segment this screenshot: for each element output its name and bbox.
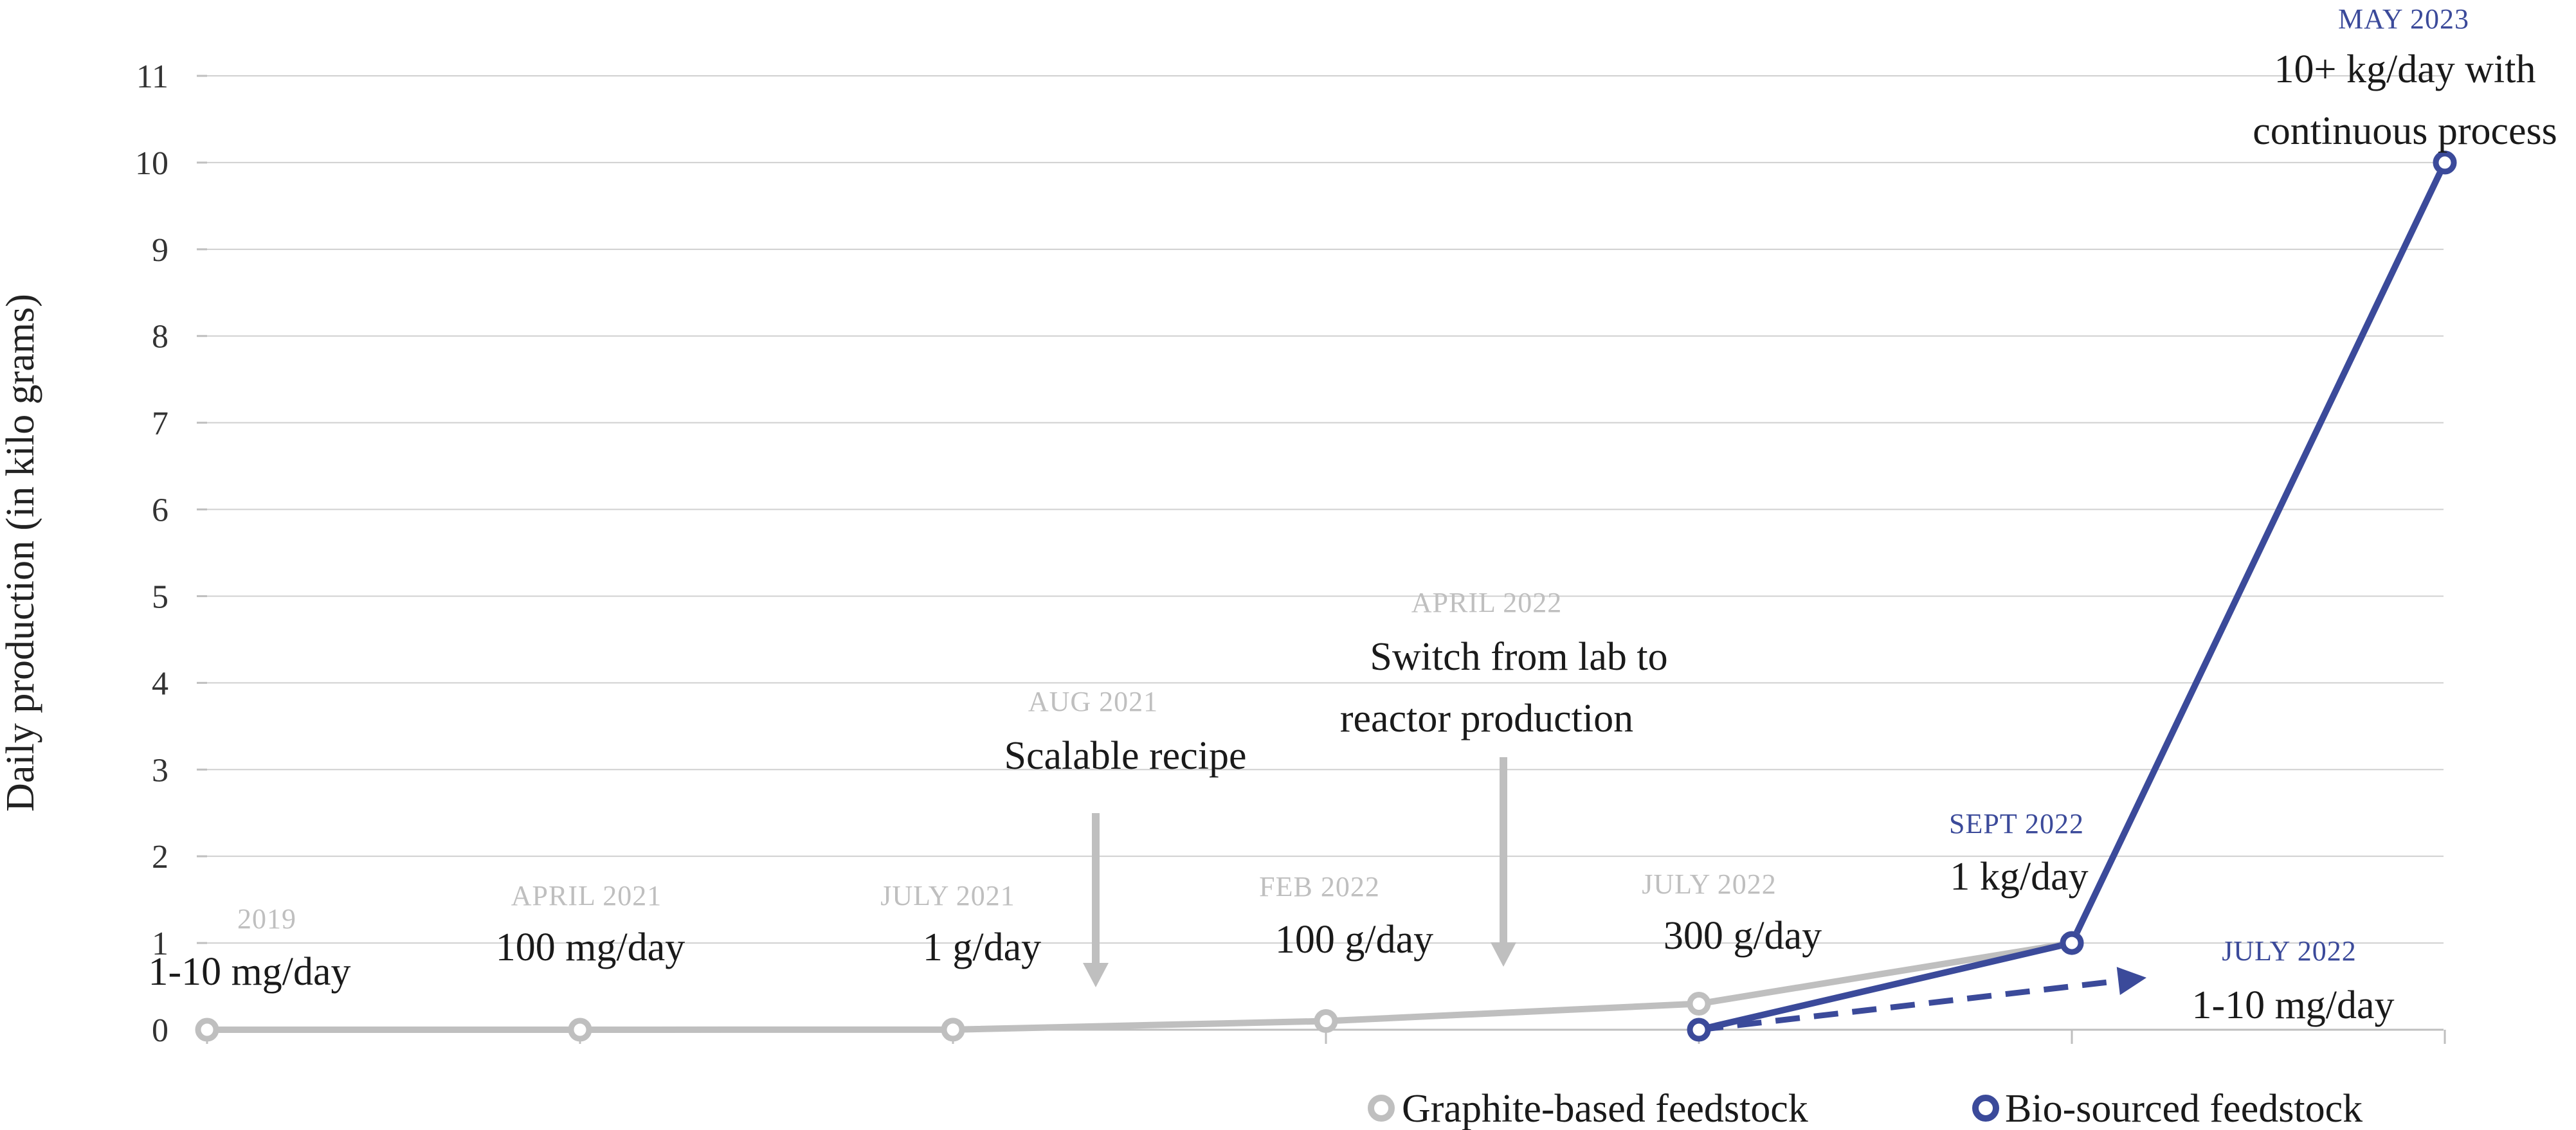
svg-text:JULY 2022: JULY 2022: [2222, 935, 2357, 967]
projection-line: [1698, 978, 2119, 1033]
annotation-sept-2022: SEPT 2022 1 kg/day: [1949, 808, 2089, 899]
grid-lines: [207, 75, 2444, 944]
svg-text:1-10 mg/day: 1-10 mg/day: [2191, 983, 2394, 1027]
annotation-april-2022: APRIL 2022 Switch from lab to reactor pr…: [1340, 587, 1668, 740]
svg-text:JULY 2021: JULY 2021: [880, 880, 1015, 911]
projection-arrowhead: [2116, 967, 2146, 995]
y-tick-label-0: 0: [152, 1012, 168, 1049]
svg-text:300 g/day: 300 g/day: [1664, 914, 1822, 958]
series-markers: [195, 150, 2457, 1042]
recipe-arrow: [1083, 813, 1109, 987]
y-tick-label-4: 4: [152, 665, 168, 702]
svg-text:Graphite-based feedstock: Graphite-based feedstock: [1402, 1087, 1808, 1130]
svg-text:APRIL 2021: APRIL 2021: [511, 880, 662, 911]
legend-marker-bio: [1972, 1095, 1999, 1122]
annotation-april-2021: APRIL 2021 100 mg/day: [496, 880, 685, 969]
svg-text:continuous process: continuous process: [2253, 109, 2557, 153]
series-1-point-2: [2433, 150, 2457, 175]
svg-text:AUG 2021: AUG 2021: [1028, 686, 1158, 717]
y-axis-label: Daily production (in kilo grams): [0, 294, 42, 812]
legend-item-bio: Bio-sourced feedstock: [1972, 1087, 2363, 1130]
y-axis-ticks: 0 1 2 3 4 5 6 7 8 9 10 11: [135, 58, 207, 1049]
series-line-0: [206, 940, 2073, 1033]
svg-text:100 mg/day: 100 mg/day: [496, 926, 685, 969]
svg-text:100 g/day: 100 g/day: [1275, 918, 1433, 962]
legend: Graphite-based feedstock Bio-sourced fee…: [1368, 1087, 2363, 1130]
y-tick-label-8: 8: [152, 319, 168, 355]
svg-text:reactor production: reactor production: [1340, 697, 1633, 740]
projection-arrow: [1698, 967, 2146, 1033]
series-0-point-1: [568, 1018, 592, 1042]
series-0-point-0: [195, 1018, 219, 1042]
svg-text:1 kg/day: 1 kg/day: [1950, 855, 2088, 899]
svg-text:Scalable recipe: Scalable recipe: [1004, 734, 1247, 778]
y-tick-label-10: 10: [135, 145, 168, 182]
svg-text:Bio-sourced feedstock: Bio-sourced feedstock: [2005, 1087, 2363, 1130]
svg-text:2019: 2019: [237, 903, 296, 935]
svg-text:SEPT 2022: SEPT 2022: [1949, 808, 2084, 839]
series-1-point-0: [1687, 1018, 1711, 1042]
annotation-2019: 2019 1-10 mg/day: [148, 903, 350, 994]
svg-text:10+ kg/day with: 10+ kg/day with: [2274, 48, 2536, 91]
y-tick-label-7: 7: [152, 406, 168, 442]
series-1-point-1: [2060, 931, 2084, 955]
y-tick-label-2: 2: [152, 839, 168, 875]
series-0-point-4: [1687, 992, 1711, 1016]
svg-text:MAY 2023: MAY 2023: [2338, 3, 2469, 35]
y-tick-label-9: 9: [152, 232, 168, 269]
y-tick-label-3: 3: [152, 752, 168, 789]
y-tick-label-5: 5: [152, 578, 168, 615]
svg-text:APRIL 2022: APRIL 2022: [1411, 587, 1563, 618]
legend-marker-graphite: [1368, 1095, 1395, 1122]
annotation-july-2022-blue: JULY 2022 1-10 mg/day: [2191, 935, 2394, 1027]
svg-text:1-10 mg/day: 1-10 mg/day: [148, 950, 350, 994]
svg-text:FEB 2022: FEB 2022: [1259, 871, 1380, 902]
svg-text:1 g/day: 1 g/day: [923, 926, 1041, 969]
y-tick-label-6: 6: [152, 492, 168, 529]
svg-text:Switch from lab to: Switch from lab to: [1370, 635, 1667, 679]
annotation-july-2022-grey: JULY 2022 300 g/day: [1642, 868, 1822, 958]
y-tick-label-11: 11: [136, 58, 168, 95]
svg-text:JULY 2022: JULY 2022: [1642, 868, 1777, 900]
annotation-feb-2022: FEB 2022 100 g/day: [1259, 871, 1433, 962]
legend-item-graphite: Graphite-based feedstock: [1368, 1087, 1808, 1130]
annotation-aug-2021: AUG 2021 Scalable recipe: [1004, 686, 1247, 778]
series-0-point-3: [1314, 1009, 1338, 1034]
annotation-july-2021: JULY 2021 1 g/day: [880, 880, 1041, 969]
series-0-point-2: [941, 1018, 965, 1042]
annotation-may-2023: MAY 2023 10+ kg/day with continuous proc…: [2253, 3, 2557, 153]
reactor-arrow: [1491, 757, 1516, 967]
y-tick-label-1: 1: [152, 926, 168, 962]
